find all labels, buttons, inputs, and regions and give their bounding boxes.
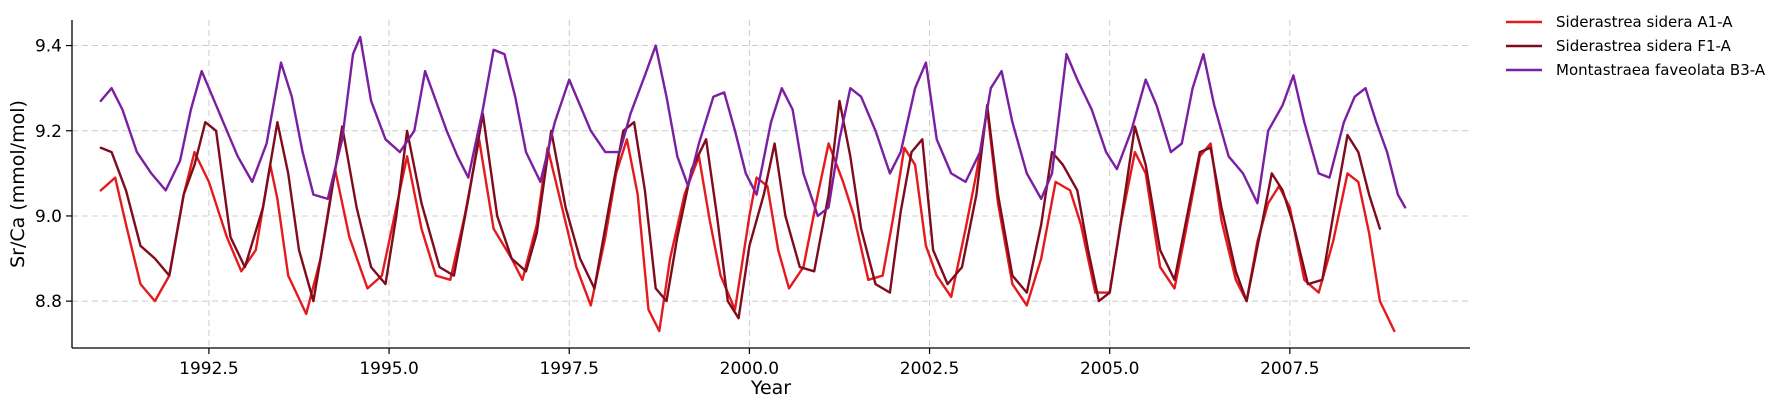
x-tick-label: 1992.5 (179, 359, 238, 379)
axes-layer (71, 20, 1470, 349)
x-tick-label: 1997.5 (539, 359, 598, 379)
series-layer (99, 35, 1407, 333)
series-line-2 (99, 35, 1407, 218)
legend-label-1: Siderastrea sidera F1-A (1556, 37, 1732, 55)
legend-label-2: Montastraea faveolata B3-A (1556, 61, 1766, 79)
y-tick-label: 8.8 (35, 292, 62, 312)
legend: Siderastrea sidera A1-A Siderastrea sider… (1506, 13, 1766, 79)
x-tick-label: 2000.0 (720, 359, 779, 379)
x-tick-label: 2005.0 (1080, 359, 1139, 379)
y-tick-label: 9.2 (35, 122, 62, 142)
y-tick-label: 9.4 (35, 37, 62, 57)
legend-label-0: Siderastrea sidera A1-A (1556, 13, 1733, 31)
x-axis-title: Year (750, 377, 791, 399)
grid-layer (72, 20, 1470, 348)
x-tick-label: 2007.5 (1260, 359, 1319, 379)
series-line-1 (99, 99, 1382, 320)
y-tick-label: 9.0 (35, 207, 62, 227)
ticks-layer: 1992.5 1995.0 1997.5 2000.0 2002.5 2005.0 2007… (35, 37, 1320, 379)
x-tick-label: 1995.0 (359, 359, 418, 379)
x-tick-label: 2002.5 (900, 359, 959, 379)
y-axis-title: Sr/Ca (mmol/mol) (7, 100, 29, 268)
